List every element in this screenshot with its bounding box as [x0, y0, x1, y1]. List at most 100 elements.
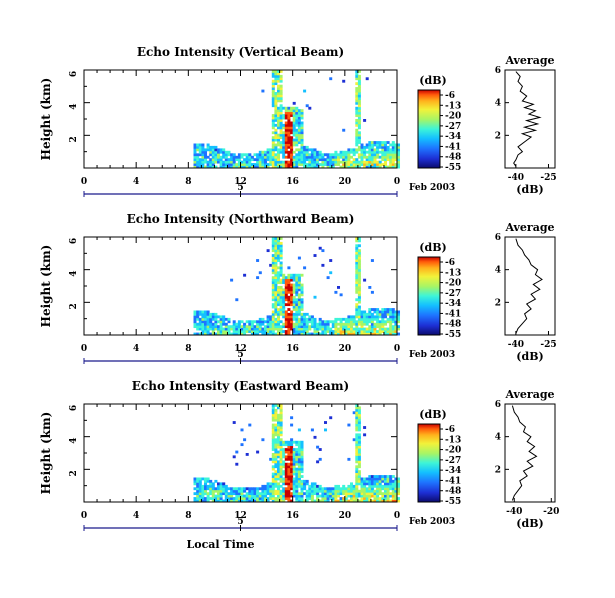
heatmap-cell [329, 153, 333, 157]
heatmap-cell [264, 330, 268, 333]
heatmap-cell [274, 165, 278, 169]
heatmap-cell [308, 158, 312, 162]
date-tick-label: 5 [237, 350, 243, 360]
heatmap-cell [217, 150, 221, 154]
heatmap-cell [355, 138, 359, 142]
heatmap-cell [279, 123, 283, 127]
heatmap-cell [277, 72, 281, 76]
heatmap-cell [378, 141, 382, 144]
heatmap-cell [290, 283, 294, 287]
heatmap-cell [357, 273, 361, 277]
heatmap-cell [308, 317, 312, 321]
heatmap-cell [274, 74, 278, 78]
heatmap-cell [373, 148, 377, 152]
heatmap-cell [300, 138, 304, 142]
heatmap-cell [300, 305, 304, 309]
heatmap-cell [279, 479, 283, 483]
heatmap-cell [214, 160, 218, 164]
heatmap-cell [295, 123, 299, 127]
heatmap-cell [271, 239, 275, 243]
heatmap-cell [300, 470, 304, 474]
heatmap-cell [313, 295, 317, 299]
heatmap-cell [282, 497, 286, 500]
heatmap-cell [318, 317, 322, 321]
heatmap-cell [214, 312, 218, 316]
heatmap-cell [370, 145, 374, 149]
heatmap-cell [397, 484, 401, 488]
heatmap-cell [269, 153, 273, 157]
heatmap-cell [300, 467, 304, 471]
heatmap-cell [214, 148, 218, 152]
heatmap-cell [297, 273, 301, 277]
heatmap-cell [274, 484, 278, 488]
heatmap-cell [271, 148, 275, 152]
heatmap-cell [193, 317, 197, 321]
heatmap-cell [386, 482, 390, 486]
heatmap-cell [352, 411, 356, 415]
heatmap-cell [274, 492, 278, 496]
heatmap-cell [365, 492, 369, 496]
heatmap-cell [376, 482, 380, 486]
heatmap-cell [206, 477, 210, 481]
heatmap-cell [357, 84, 361, 88]
heatmap-cell [352, 322, 356, 326]
heatmap-cell [277, 421, 281, 424]
heatmap-cell [256, 492, 260, 496]
heatmap-cell [384, 482, 388, 486]
heatmap-cell [295, 281, 299, 284]
heatmap-cell [209, 484, 213, 488]
heatmap-cell [381, 312, 385, 316]
heatmap-cell [384, 320, 388, 324]
heatmap-cell [261, 332, 265, 336]
heatmap-cell [316, 163, 320, 166]
heatmap-cell [284, 443, 288, 447]
heatmap-cell [282, 143, 286, 147]
heatmap-cell [305, 489, 309, 493]
heatmap-cell [253, 499, 257, 503]
heatmap-cell [224, 160, 228, 164]
heatmap-cell [352, 438, 356, 442]
heatmap-cell [256, 155, 260, 159]
heatmap-cell [240, 165, 244, 169]
heatmap-cell [316, 497, 320, 500]
heatmap-cell [206, 479, 210, 483]
heatmap-cell [287, 462, 291, 466]
heatmap-cell [355, 99, 359, 103]
heatmap-cell [363, 332, 367, 336]
heatmap-cell [201, 160, 205, 164]
heatmap-cell [235, 155, 239, 159]
heatmap-cell [397, 325, 401, 329]
heatmap-cell [284, 163, 288, 166]
profile-x-label: (dB) [516, 517, 543, 530]
heatmap-cell [363, 433, 367, 437]
heatmap-cell [352, 487, 356, 491]
heatmap-cell [222, 160, 226, 164]
heatmap-cell [357, 145, 361, 149]
heatmap-cell [209, 153, 213, 157]
heatmap-cell [295, 453, 299, 456]
heatmap-cell [376, 145, 380, 149]
heatmap-cell [378, 332, 382, 336]
heatmap-cell [274, 94, 278, 98]
heatmap-cell [196, 155, 200, 159]
heatmap-cell [295, 489, 299, 493]
heatmap-cell [240, 494, 244, 498]
heatmap-cell [209, 158, 213, 162]
heatmap-cell [284, 472, 288, 476]
heatmap-cell [222, 484, 226, 488]
heatmap-cell [352, 330, 356, 333]
heatmap-cell [282, 116, 286, 120]
heatmap-cell [295, 276, 299, 280]
heatmap-cell [295, 155, 299, 159]
heatmap-cell [290, 462, 294, 466]
heatmap-cell [391, 150, 395, 154]
heatmap-cell [198, 482, 202, 486]
heatmap-cell [344, 332, 348, 336]
x-tick-label: 0 [394, 511, 400, 521]
heatmap-cell [271, 293, 275, 297]
heatmap-cell [357, 290, 361, 294]
heatmap-cell [219, 322, 223, 326]
heatmap-cell [201, 330, 205, 333]
heatmap-cell [277, 298, 281, 302]
heatmap-cell [240, 492, 244, 496]
